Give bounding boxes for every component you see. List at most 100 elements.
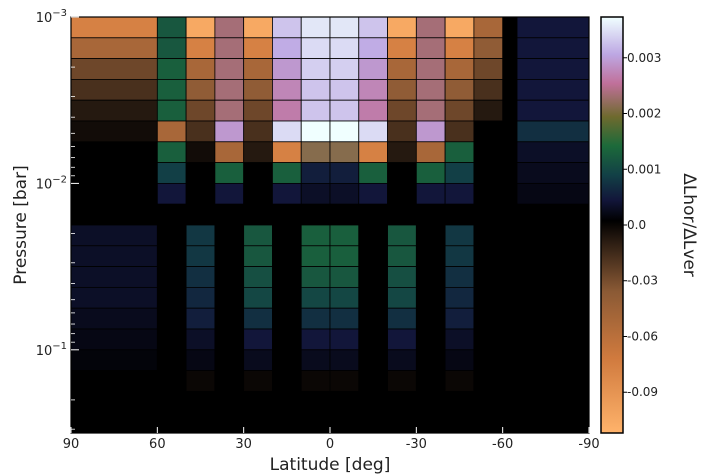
heatmap-cell-r9-c5 xyxy=(272,203,302,226)
heatmap-cell-r12-c9 xyxy=(387,266,417,288)
heatmap-cell-r6-c10 xyxy=(415,141,446,164)
heatmap-cell-r14-c9 xyxy=(387,307,417,330)
heatmap-cell-r9-c4 xyxy=(243,203,273,226)
heatmap-cell-r17-c0 xyxy=(70,370,158,392)
heatmap-cell-r12-c10 xyxy=(415,266,446,288)
heatmap-cell-r9-c11 xyxy=(444,203,475,226)
heatmap-cell-r11-c10 xyxy=(415,245,446,268)
heatmap-cell-r1-c0 xyxy=(70,37,158,59)
heatmap-cell-r17-c2 xyxy=(185,370,216,392)
heatmap-cell-r3-c0 xyxy=(70,79,158,101)
heatmap-cell-r11-c0 xyxy=(70,245,158,268)
heatmap-cell-r11-c9 xyxy=(387,245,417,268)
heatmap-cell-r9-c0 xyxy=(70,203,158,226)
heatmap-cell-r8-c10 xyxy=(415,182,446,205)
heatmap-cell-r18-c3 xyxy=(214,390,245,413)
heatmap-cell-r11-c1 xyxy=(156,245,187,268)
heatmap-cell-r18-c8 xyxy=(358,390,388,413)
heatmap-cell-r15-c10 xyxy=(415,328,446,351)
heatmap-cell-r10-c1 xyxy=(156,224,187,247)
colorbar-tick-label: -0.06 xyxy=(627,329,658,343)
heatmap-cell-r3-c11 xyxy=(444,79,475,101)
heatmap-cell-r13-c8 xyxy=(358,286,388,309)
heatmap-cell-r0-c10 xyxy=(415,16,446,39)
heatmap-cell-r5-c7 xyxy=(329,120,360,143)
heatmap-cell-r12-c8 xyxy=(358,266,388,288)
heatmap-cell-r7-c1 xyxy=(156,162,187,184)
y-tick-label: 10−1 xyxy=(36,341,67,359)
heatmap-cell-r7-c7 xyxy=(329,162,360,184)
heatmap-cell-r4-c2 xyxy=(185,99,216,122)
colorbar xyxy=(600,16,624,434)
heatmap-cell-r2-c7 xyxy=(329,58,360,80)
heatmap-cell-r16-c12 xyxy=(473,349,504,371)
heatmap-cell-r0-c4 xyxy=(243,16,273,39)
heatmap-cell-r17-c4 xyxy=(243,370,273,392)
heatmap-cell-r18-c13 xyxy=(516,390,590,413)
heatmap-cell-r9-c1 xyxy=(156,203,187,226)
heatmap-cell-r11-c5 xyxy=(272,245,302,268)
heatmap-cell-r10-c4 xyxy=(243,224,273,247)
heatmap-cell-r8-c1 xyxy=(156,182,187,205)
heatmap-cell-r4-c13 xyxy=(516,99,590,122)
heatmap-cell-r7-c3 xyxy=(214,162,245,184)
heatmap-cell-r19-c2 xyxy=(185,411,216,434)
heatmap-cell-r2-c9 xyxy=(387,58,417,80)
heatmap-cell-r3-c12 xyxy=(473,79,504,101)
heatmap-cell-r6-c9 xyxy=(387,141,417,164)
heatmap-cell-r7-c4 xyxy=(243,162,273,184)
x-tick-label: 60 xyxy=(149,437,166,452)
x-tick-label: 30 xyxy=(235,437,252,452)
heatmap-cell-r11-c8 xyxy=(358,245,388,268)
heatmap-cell-r0-c6 xyxy=(300,16,331,39)
heatmap-cell-r15-c0 xyxy=(70,328,158,351)
x-axis-ticks: 90 60 30 0 -30 -60 -90 xyxy=(63,427,600,452)
heatmap-cell-r19-c7 xyxy=(329,411,360,434)
heatmap-cell-r17-c9 xyxy=(387,370,417,392)
heatmap-cell-r7-c2 xyxy=(185,162,216,184)
heatmap-cell-r19-c11 xyxy=(444,411,475,434)
heatmap-cell-r16-c13 xyxy=(516,349,590,371)
heatmap-cell-r13-c10 xyxy=(415,286,446,309)
heatmap-cell-r18-c1 xyxy=(156,390,187,413)
heatmap-cell-r15-c6 xyxy=(300,328,331,351)
heatmap-cell-r1-c2 xyxy=(185,37,216,59)
heatmap-cell-r16-c3 xyxy=(214,349,245,371)
x-tick-label: 90 xyxy=(63,437,80,452)
heatmap-cell-r10-c8 xyxy=(358,224,388,247)
y-tick-label: 10−2 xyxy=(36,174,67,192)
heatmap-cell-r0-c2 xyxy=(185,16,216,39)
heatmap-cell-r4-c4 xyxy=(243,99,273,122)
heatmap-cell-r6-c3 xyxy=(214,141,245,164)
heatmap-cell-r5-c6 xyxy=(300,120,331,143)
heatmap-cell-r18-c4 xyxy=(243,390,273,413)
heatmap-cell-r3-c4 xyxy=(243,79,273,101)
heatmap-cell-r16-c6 xyxy=(300,349,331,371)
heatmap-cell-r13-c1 xyxy=(156,286,187,309)
heatmap-cell-r4-c6 xyxy=(300,99,331,122)
x-tick-label: -60 xyxy=(492,437,513,452)
heatmap-cell-r19-c8 xyxy=(358,411,388,434)
heatmap-cell-r5-c1 xyxy=(156,120,187,143)
heatmap-cell-r19-c5 xyxy=(272,411,302,434)
colorbar-tick-label: 0.002 xyxy=(627,107,661,121)
heatmap-cell-r8-c8 xyxy=(358,182,388,205)
heatmap-cell-r7-c0 xyxy=(70,162,158,184)
heatmap-cell-r17-c7 xyxy=(329,370,360,392)
heatmap-cell-r4-c11 xyxy=(444,99,475,122)
heatmap-cell-r4-c7 xyxy=(329,99,360,122)
heatmap-cell-r14-c11 xyxy=(444,307,475,330)
heatmap-cell-r13-c13 xyxy=(516,286,590,309)
heatmap-cell-r1-c1 xyxy=(156,37,187,59)
heatmap-cell-r9-c6 xyxy=(300,203,331,226)
heatmap-cell-r14-c4 xyxy=(243,307,273,330)
heatmap-cell-r12-c2 xyxy=(185,266,216,288)
x-axis-title: Latitude [deg] xyxy=(270,455,391,475)
heatmap-cell-r17-c10 xyxy=(415,370,446,392)
heatmap-cell-r13-c2 xyxy=(185,286,216,309)
heatmap-cell-r14-c10 xyxy=(415,307,446,330)
heatmap-cell-r6-c12 xyxy=(473,141,504,164)
heatmap-cell-r15-c9 xyxy=(387,328,417,351)
heatmap-cell-r0-c12 xyxy=(473,16,504,39)
heatmap-cell-r3-c3 xyxy=(214,79,245,101)
